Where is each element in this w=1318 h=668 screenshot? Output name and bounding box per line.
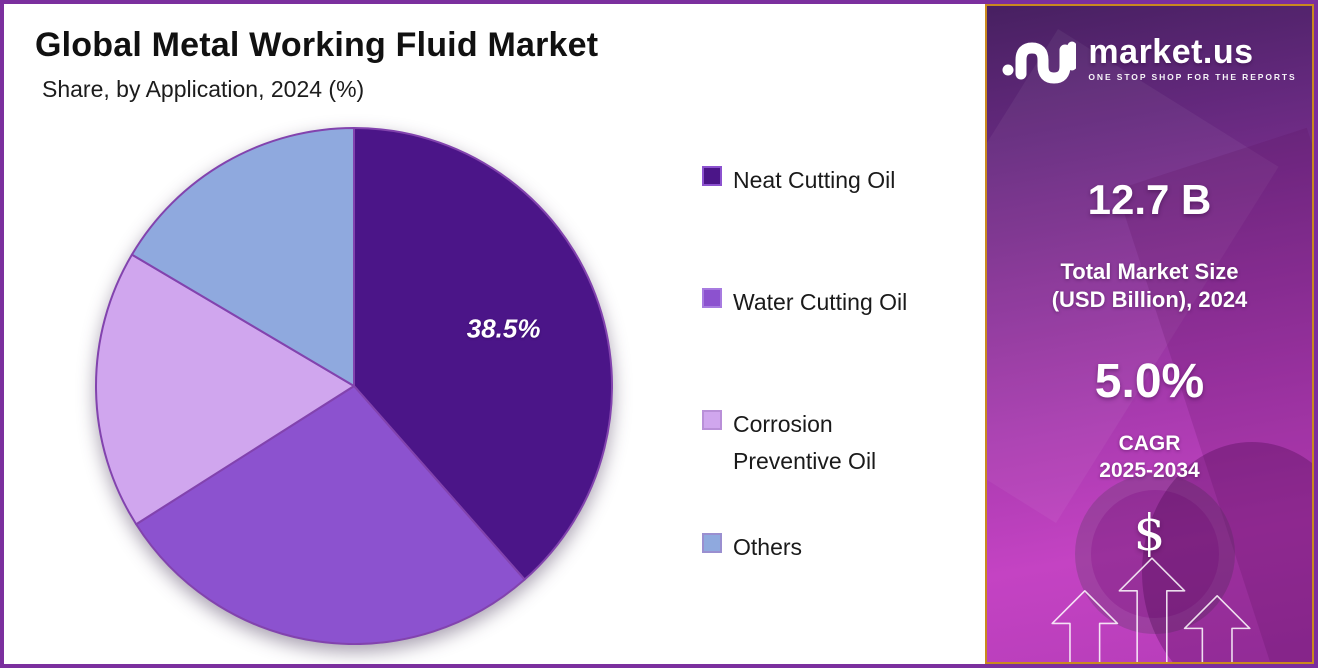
legend-item-neat-cutting-oil: Neat Cutting Oil xyxy=(702,162,932,199)
legend-label: Corrosion Preventive Oil xyxy=(733,411,877,474)
legend-item-water-cutting-oil: Water Cutting Oil xyxy=(702,284,932,321)
pie-slice-others xyxy=(130,127,355,387)
brand-logo-name: market.us xyxy=(1088,32,1254,71)
market-size-label: Total Market Size (USD Billion), 2024 xyxy=(987,258,1312,314)
growth-arrows-icon xyxy=(1051,557,1251,662)
legend-label: Neat Cutting Oil xyxy=(733,167,896,193)
legend-item-others: Others xyxy=(702,529,932,566)
cagr-label-line2: 2025-2034 xyxy=(1099,459,1200,482)
legend-swatch-icon xyxy=(702,166,722,186)
pie-slice-corrosion-preventive-oil xyxy=(95,253,355,526)
market-size-label-line2: (USD Billion), 2024 xyxy=(1051,287,1248,312)
pie-chart: 38.5% xyxy=(90,122,618,650)
page-title: Global Metal Working Fluid Market xyxy=(35,26,599,64)
pie-slice-neat-cutting-oil xyxy=(353,127,613,581)
dollar-sign-icon: $ xyxy=(1133,504,1166,562)
marketus-logo-icon xyxy=(1002,41,1077,84)
pie-chart-svg xyxy=(95,127,613,645)
legend-swatch-icon xyxy=(702,288,722,308)
legend-item-corrosion-preventive-oil: Corrosion Preventive Oil xyxy=(702,406,932,480)
cagr-label-line1: CAGR xyxy=(1118,432,1181,455)
legend-label: Others xyxy=(733,534,803,560)
legend-label: Water Cutting Oil xyxy=(733,289,908,315)
page-subtitle: Share, by Application, 2024 (%) xyxy=(42,76,365,102)
market-size-value: 12.7 B xyxy=(1087,176,1212,223)
legend-swatch-icon xyxy=(702,533,722,553)
brand-logo-tagline: ONE STOP SHOP FOR THE REPORTS xyxy=(1088,71,1297,82)
brand-logo: market.us ONE STOP SHOP FOR THE REPORTS xyxy=(987,32,1312,84)
market-size-label-line1: Total Market Size xyxy=(1060,259,1239,284)
cagr-label: CAGR 2025-2034 xyxy=(987,430,1312,484)
brand-sidebar: market.us ONE STOP SHOP FOR THE REPORTS … xyxy=(985,4,1314,664)
cagr-value: 5.0% xyxy=(1094,355,1205,408)
pie-slice-value-label: 38.5% xyxy=(466,313,541,344)
pie-slice-water-cutting-oil xyxy=(135,385,526,645)
legend-swatch-icon xyxy=(702,410,722,430)
